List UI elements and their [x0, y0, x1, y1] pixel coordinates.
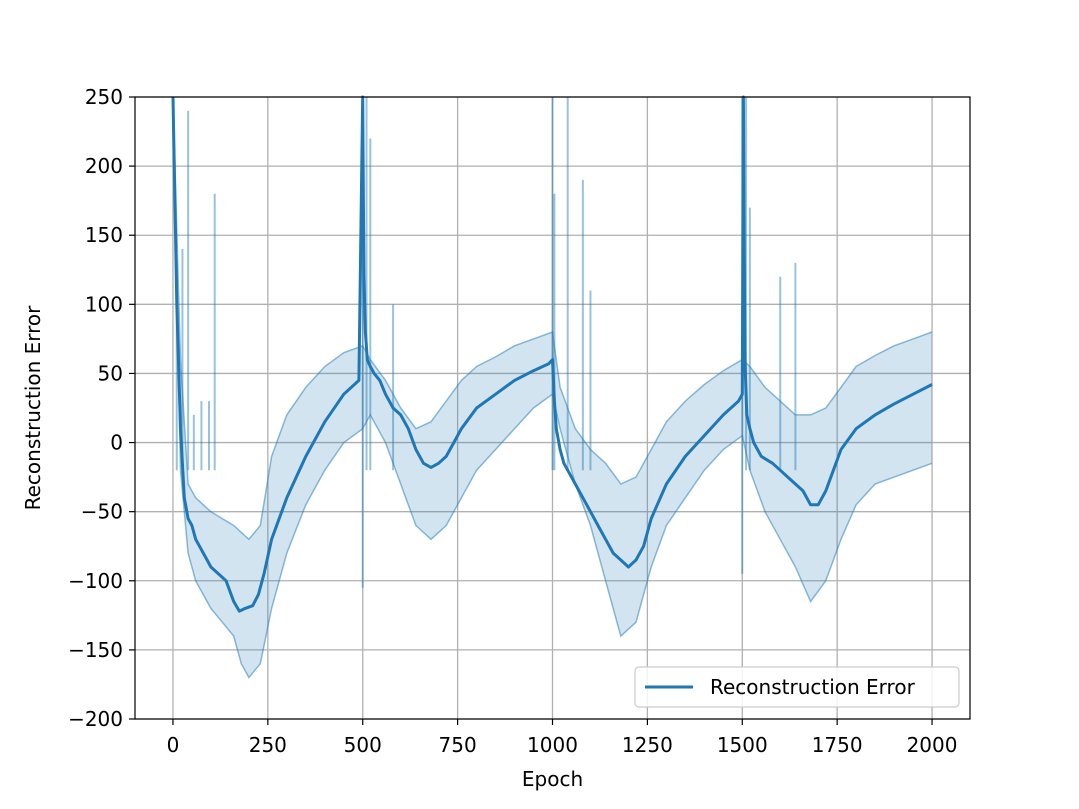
y-tick-label: 200 — [85, 154, 123, 178]
x-tick-label: 750 — [439, 733, 477, 757]
x-tick-label: 0 — [167, 733, 180, 757]
series-line-layer — [171, 95, 933, 613]
legend: Reconstruction Error — [634, 666, 960, 708]
y-tick-label: −200 — [68, 707, 123, 731]
x-tick-label: 250 — [249, 733, 287, 757]
y-tick-label: −100 — [68, 569, 123, 593]
series-line — [171, 95, 933, 613]
x-tick-label: 1750 — [812, 733, 863, 757]
y-axis-title: Reconstruction Error — [21, 305, 45, 511]
x-tick-label: 1500 — [717, 733, 768, 757]
error-band-lower-edge — [172, 96, 933, 679]
y-tick-label: 0 — [110, 431, 123, 455]
y-tick-label: 50 — [98, 361, 123, 385]
y-axis-ticks: −200 −150 −100 −50 0 50 100 150 200 250 — [68, 85, 135, 731]
x-tick-label: 2000 — [907, 733, 958, 757]
legend-box — [634, 666, 960, 708]
x-axis-ticks: 0 250 500 750 1000 1250 1500 1750 2000 — [167, 719, 958, 757]
y-tick-label: 100 — [85, 292, 123, 316]
x-tick-label: 1000 — [527, 733, 578, 757]
y-tick-label: −150 — [68, 638, 123, 662]
y-tick-label: 150 — [85, 223, 123, 247]
x-tick-label: 500 — [344, 733, 382, 757]
x-tick-label: 1250 — [622, 733, 673, 757]
legend-label: Reconstruction Error — [710, 675, 916, 699]
error-band-upper-edge — [172, 96, 933, 541]
x-axis-title: Epoch — [522, 767, 583, 791]
y-tick-label: 250 — [85, 85, 123, 109]
y-tick-label: −50 — [81, 500, 123, 524]
